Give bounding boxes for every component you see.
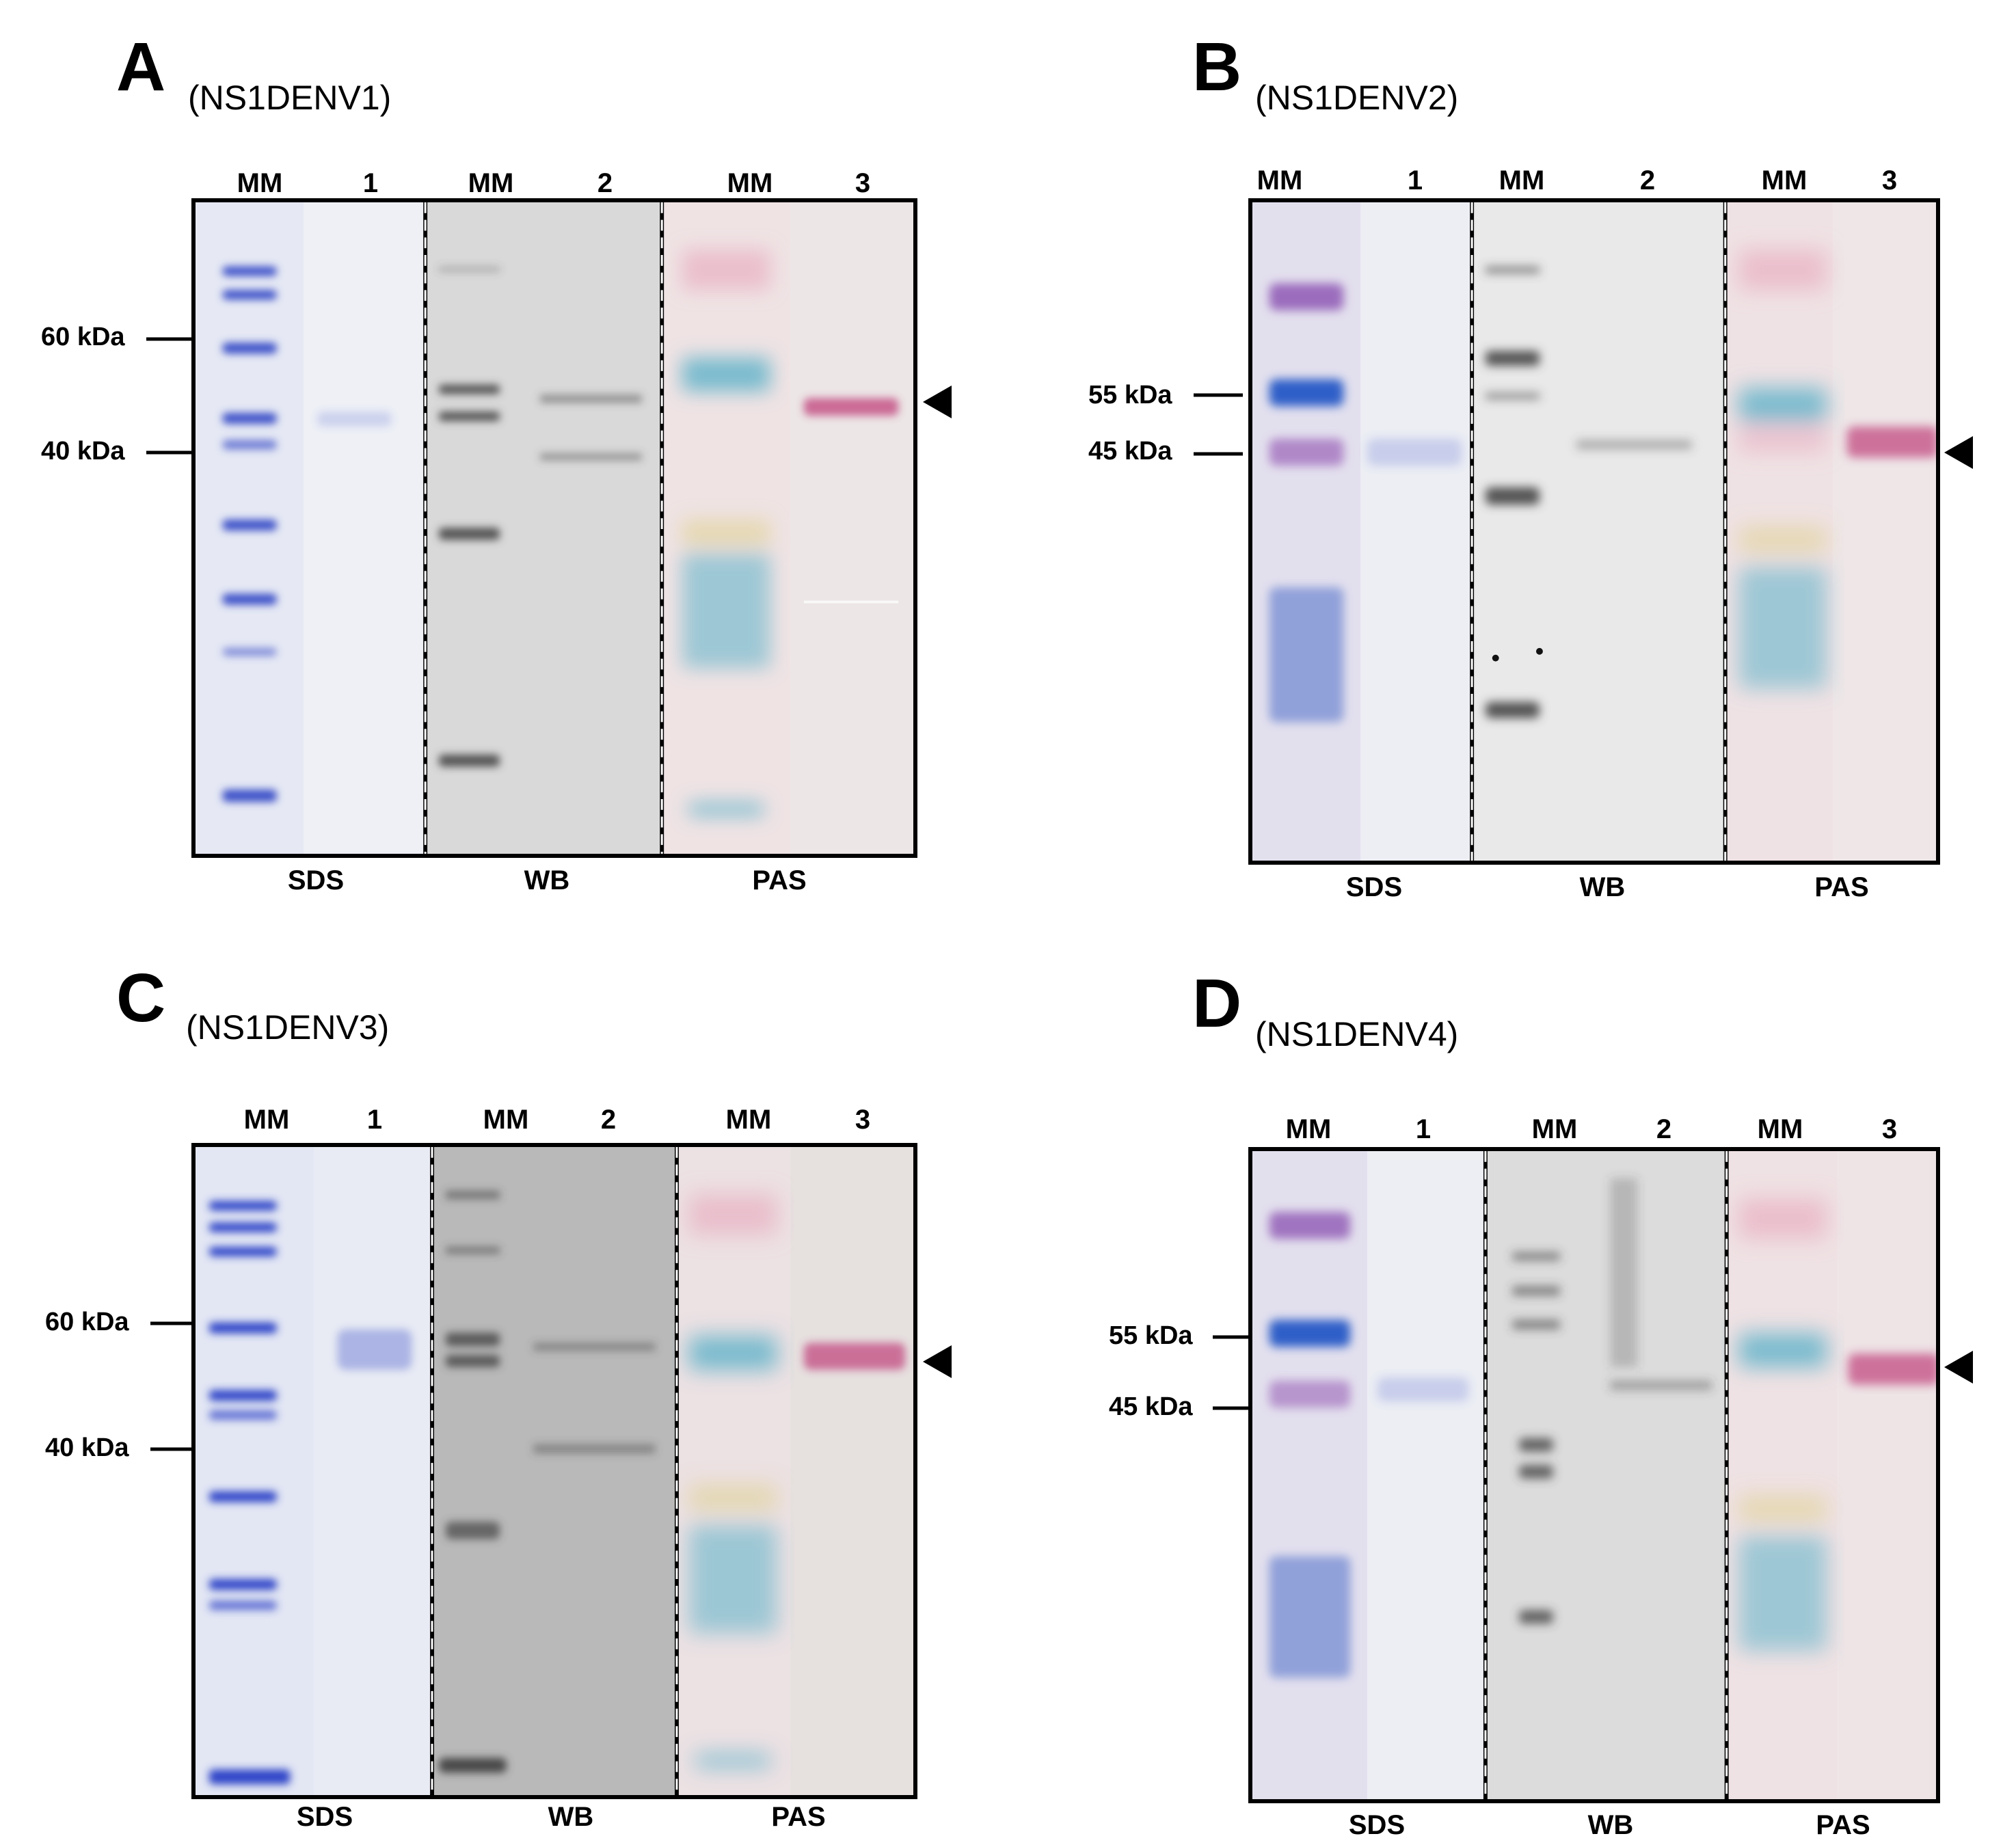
section-label: PAS [1814,872,1869,902]
mw-marker-tick [146,337,196,341]
panel-subtitle: (NS1DENV1) [188,79,392,117]
gel-image [191,198,917,858]
mw-marker-label: 45 kDa [1088,437,1172,466]
mw-marker-tick [1213,1406,1254,1410]
lane-header: MM [1761,165,1807,196]
mw-marker-label: 60 kDa [41,323,125,351]
lane-header: MM [1498,165,1545,196]
lane-header: 3 [855,168,871,198]
section-label: SDS [1345,872,1403,902]
section-label: PAS [1816,1810,1870,1840]
mw-marker-label: 60 kDa [45,1308,129,1336]
mw-marker-label: 40 kDa [41,437,125,466]
lane-header: MM [468,168,514,198]
lane-header: MM [483,1105,529,1135]
lane-header: 2 [1656,1114,1672,1144]
mw-marker-tick [1194,452,1243,456]
mw-marker-label: 55 kDa [1109,1321,1193,1350]
gel-image [1248,1147,1940,1803]
mw-marker-label: 55 kDa [1088,381,1172,409]
lane-header: MM [727,168,773,198]
mw-marker-tick [150,1447,196,1451]
mw-marker-tick [150,1321,196,1325]
section-label: PAS [752,865,807,895]
section-label: PAS [771,1802,826,1832]
section-label: SDS [1348,1810,1406,1840]
panel-subtitle: (NS1DENV3) [186,1008,390,1047]
lane-header: 1 [362,168,379,198]
gel-image [191,1143,917,1799]
lane-header: MM [1531,1114,1578,1144]
panel-a: A (NS1DENV1) MM 1 MM 2 MM 3 60 kDa 40 kD… [0,0,1008,923]
mw-marker-tick [1194,393,1243,397]
gel-graphic [1252,202,1936,861]
lane-header: 1 [1407,165,1423,196]
gel-image [1248,198,1940,865]
panel-letter: D [1192,965,1242,1042]
section-label: WB [1579,872,1626,902]
lane-header: MM [237,168,283,198]
panel-c: C (NS1DENV3) MM 1 MM 2 MM 3 60 kDa 40 kD… [0,923,1008,1847]
band-arrow-icon [1944,436,1973,469]
panel-b: B (NS1DENV2) MM 1 MM 2 MM 3 55 kDa 45 kD… [1008,0,2016,923]
panel-subtitle: (NS1DENV4) [1255,1015,1459,1053]
band-arrow-icon [1944,1351,1973,1384]
panel-letter: B [1192,29,1242,105]
lane-header: 2 [597,168,613,198]
lane-header: 3 [1881,165,1898,196]
gel-graphic [196,202,913,854]
gel-graphic [1252,1151,1936,1799]
lane-header: 2 [600,1105,617,1135]
section-label: SDS [287,865,345,895]
lane-header: MM [1757,1114,1803,1144]
band-arrow-icon [923,386,952,418]
section-label: WB [1587,1810,1634,1840]
mw-marker-label: 45 kDa [1109,1392,1193,1421]
lane-header: MM [1285,1114,1332,1144]
panel-subtitle: (NS1DENV2) [1255,79,1459,117]
panel-d: D (NS1DENV4) MM 1 MM 2 MM 3 55 kDa 45 kD… [1008,923,2016,1847]
band-arrow-icon [923,1345,952,1378]
lane-header: MM [1256,165,1303,196]
section-label: WB [524,865,570,895]
gel-graphic [196,1147,913,1795]
lane-header: 3 [1881,1114,1898,1144]
mw-marker-tick [1213,1335,1254,1339]
lane-header: 1 [1415,1114,1432,1144]
lane-header: 1 [366,1105,383,1135]
panel-letter: A [116,29,166,105]
mw-marker-label: 40 kDa [45,1433,129,1462]
lane-header: MM [725,1105,772,1135]
section-label: SDS [296,1802,353,1832]
lane-header: 2 [1639,165,1656,196]
lane-header: 3 [855,1105,871,1135]
lane-header: MM [243,1105,290,1135]
section-label: WB [548,1802,594,1832]
panel-letter: C [116,960,166,1036]
mw-marker-tick [146,450,196,455]
